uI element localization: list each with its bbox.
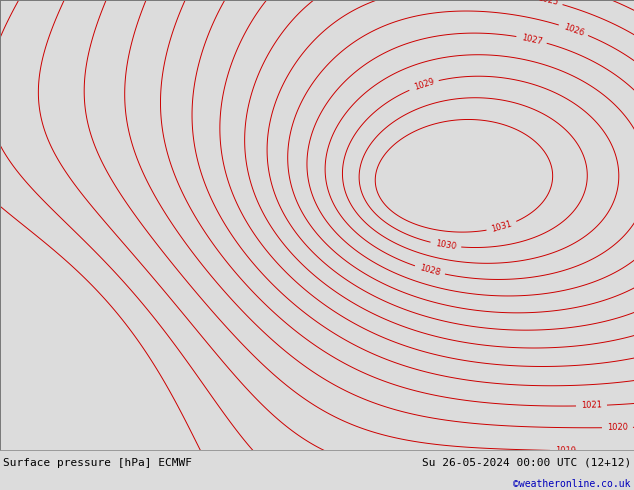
Text: 1028: 1028 <box>418 263 441 277</box>
Text: 1025: 1025 <box>536 0 559 7</box>
Text: 1020: 1020 <box>607 423 628 432</box>
Text: 1027: 1027 <box>521 33 543 46</box>
Text: Su 26-05-2024 00:00 UTC (12+12): Su 26-05-2024 00:00 UTC (12+12) <box>422 458 631 467</box>
Text: 1031: 1031 <box>490 220 513 234</box>
Text: 1029: 1029 <box>413 77 435 92</box>
Text: 1018: 1018 <box>487 470 508 480</box>
Text: 1030: 1030 <box>435 239 457 251</box>
Text: 1021: 1021 <box>581 401 602 411</box>
Text: ©weatheronline.co.uk: ©weatheronline.co.uk <box>514 479 631 489</box>
Text: Surface pressure [hPa] ECMWF: Surface pressure [hPa] ECMWF <box>3 458 192 467</box>
Text: 1026: 1026 <box>562 22 585 38</box>
Text: 1019: 1019 <box>555 446 576 456</box>
